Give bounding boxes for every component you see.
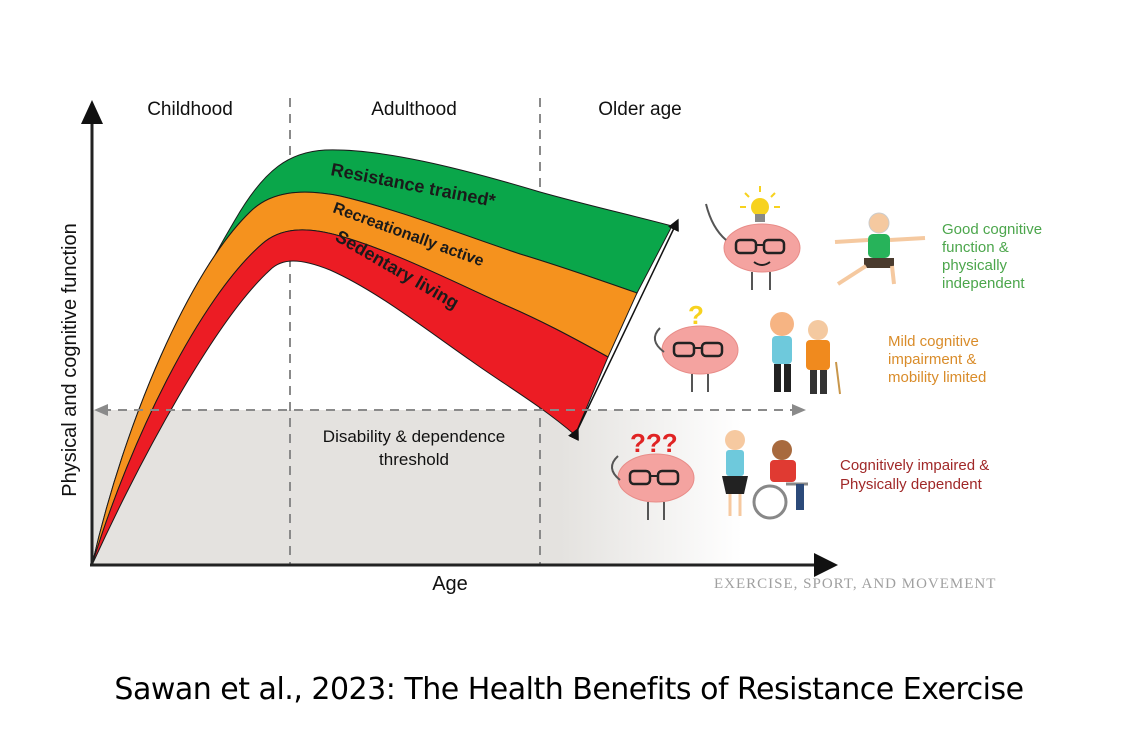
figure-caption: Sawan et al., 2023: The Health Benefits … [114, 672, 1024, 707]
lightbulb-icon [740, 186, 780, 222]
source-watermark: EXERCISE, SPORT, AND MOVEMENT [714, 576, 996, 592]
outcome-impaired-illustration: ??? [611, 428, 808, 520]
brain-happy-icon [705, 203, 801, 290]
outcome-mild-line1: Mild cognitive [888, 333, 979, 350]
outcome-mild-line2: impairment & [888, 351, 976, 368]
wheelchair-caregiver-icon [722, 430, 808, 520]
outcome-good-line1: Good cognitive [942, 221, 1042, 238]
caregiver-walking-icon [770, 312, 841, 395]
outcome-mild-illustration: ? [653, 300, 841, 395]
question-mark-icon: ? [688, 300, 704, 330]
outcome-impaired-line2: Physically dependent [840, 476, 983, 493]
triple-question-mark-icon: ??? [630, 428, 678, 458]
outcome-mild-line3: mobility limited [888, 369, 986, 386]
phase-label-childhood: Childhood [147, 99, 233, 120]
outcome-good-line3: physically [942, 257, 1008, 274]
phase-label-adulthood: Adulthood [371, 99, 457, 120]
outcome-good-line4: independent [942, 275, 1025, 292]
brain-impaired-icon [611, 453, 695, 520]
outcome-impaired-line1: Cognitively impaired & [840, 457, 989, 474]
threshold-arrow-right [792, 404, 806, 416]
brain-confused-icon [653, 325, 739, 392]
threshold-label-line2: threshold [379, 450, 449, 469]
x-axis-label: Age [432, 573, 468, 595]
threshold-label-line1: Disability & dependence [323, 427, 505, 446]
threshold-arrow-left [94, 404, 108, 416]
person-exercising-icon [834, 212, 926, 286]
y-axis-arrowhead [81, 100, 103, 124]
outcome-good-illustration [705, 186, 926, 290]
y-axis-label: Physical and cognitive function [59, 223, 81, 497]
x-axis-arrowhead [814, 553, 838, 577]
range-arrow [567, 218, 679, 442]
phase-label-older-age: Older age [598, 99, 681, 120]
outcome-good-line2: function & [942, 239, 1009, 256]
